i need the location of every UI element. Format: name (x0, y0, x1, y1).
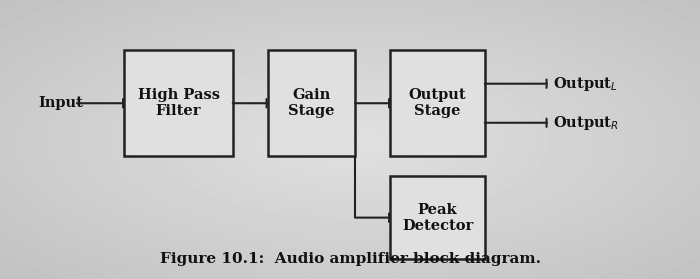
Text: Output$_L$: Output$_L$ (553, 75, 618, 93)
Text: Figure 10.1:  Audio amplifier block diagram.: Figure 10.1: Audio amplifier block diagr… (160, 252, 540, 266)
Bar (391, 176, 484, 259)
Text: Output
Stage: Output Stage (409, 88, 466, 118)
Text: Gain
Stage: Gain Stage (288, 88, 335, 118)
Text: Output$_R$: Output$_R$ (553, 114, 620, 132)
Text: High Pass
Filter: High Pass Filter (137, 88, 220, 118)
Text: Peak
Detector: Peak Detector (402, 203, 473, 233)
Bar (391, 50, 484, 156)
Bar (125, 50, 232, 156)
Text: Input: Input (38, 96, 83, 110)
Bar (267, 50, 356, 156)
